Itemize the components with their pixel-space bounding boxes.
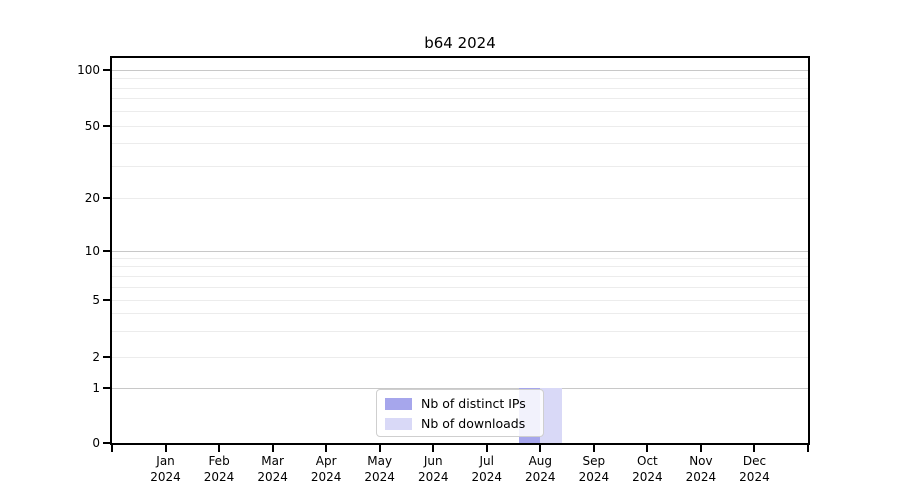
y-axis-tick-label: 5 [92, 293, 100, 307]
legend: Nb of distinct IPs Nb of downloads [376, 389, 544, 437]
y-axis-tick-label: 10 [84, 244, 100, 258]
x-axis-tick-label: Jul 2024 [471, 454, 503, 484]
gridline-major [112, 69, 808, 71]
x-tick-mark [271, 445, 274, 452]
gridline-minor [112, 165, 808, 167]
x-tick-mark [218, 445, 221, 452]
x-tick-mark [807, 445, 809, 452]
legend-row-distinct-ips: Nb of distinct IPs [385, 396, 534, 411]
gridline-minor [112, 110, 808, 112]
gridline-minor [112, 98, 808, 100]
x-tick-mark [325, 445, 328, 452]
gridline-minor [112, 78, 808, 79]
gridline-minor [112, 266, 808, 268]
x-tick-mark [592, 445, 595, 452]
y-axis-tick-label: 100 [77, 63, 100, 77]
x-axis-tick-label: Sep 2024 [578, 454, 610, 484]
y-tick-mark [103, 356, 110, 358]
y-tick-mark [103, 299, 110, 301]
x-tick-mark [432, 445, 435, 452]
gridline-minor [112, 331, 808, 333]
gridline-minor [112, 313, 808, 315]
x-axis-tick-label: Nov 2024 [685, 454, 717, 484]
gridline-minor [112, 286, 808, 288]
y-tick-mark [103, 387, 110, 389]
gridline-minor [112, 275, 808, 277]
y-tick-mark [103, 250, 110, 252]
plot-area [110, 56, 810, 445]
y-tick-mark [103, 69, 110, 71]
x-axis-tick-label: Dec 2024 [739, 454, 770, 484]
downloads-swatch-icon [385, 417, 412, 430]
gridline-minor [112, 257, 808, 259]
gridline-major [112, 387, 808, 389]
x-axis-tick-label: Feb 2024 [203, 454, 235, 484]
x-axis-tick-label: Mar 2024 [257, 454, 288, 484]
legend-label-downloads: Nb of downloads [421, 416, 526, 431]
gridline-minor [112, 125, 808, 127]
x-tick-mark [539, 445, 542, 452]
chart-title: b64 2024 [424, 34, 496, 52]
y-axis-tick-label: 2 [92, 350, 100, 364]
y-axis-tick-label: 0 [92, 436, 100, 450]
x-axis-tick-label: Jan 2024 [150, 454, 181, 484]
y-axis-tick-label: 1 [92, 381, 100, 395]
x-tick-mark [699, 445, 702, 452]
x-axis-tick-label: Jun 2024 [417, 454, 449, 484]
gridline-major [112, 250, 808, 252]
y-axis-tick-label: 50 [84, 119, 100, 133]
gridline-minor [112, 299, 808, 301]
x-tick-mark [485, 445, 488, 452]
x-tick-mark [646, 445, 649, 452]
gridline-minor [112, 87, 808, 89]
x-axis-tick-label: Aug 2024 [525, 454, 556, 484]
distinct-ips-swatch-icon [385, 397, 412, 410]
gridline-minor [112, 356, 808, 358]
y-tick-mark [103, 125, 110, 127]
gridline-minor [112, 143, 808, 145]
y-tick-mark [103, 197, 110, 199]
bar-downloads [540, 388, 562, 443]
y-axis-tick-label: 20 [84, 191, 100, 205]
x-tick-mark [111, 445, 113, 452]
x-tick-mark [164, 445, 167, 452]
x-tick-mark [378, 445, 381, 452]
x-axis-tick-label: May 2024 [364, 454, 395, 484]
x-axis-tick-label: Oct 2024 [632, 454, 663, 484]
x-axis-tick-label: Apr 2024 [310, 454, 342, 484]
legend-row-downloads: Nb of downloads [385, 416, 534, 431]
legend-label-distinct-ips: Nb of distinct IPs [421, 396, 526, 411]
gridline-minor [112, 197, 808, 199]
y-tick-mark [103, 442, 110, 444]
x-tick-mark [753, 445, 756, 452]
